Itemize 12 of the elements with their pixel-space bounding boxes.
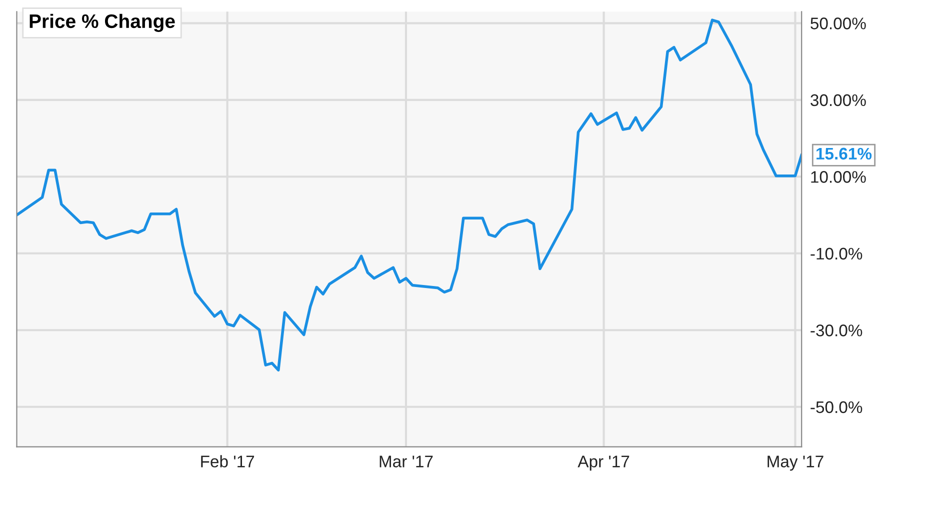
y-tick-label: -50.0%	[810, 401, 862, 414]
y-tick-label: -30.0%	[810, 324, 862, 336]
x-tick-label: Mar '17	[380, 456, 433, 468]
y-tick-label: 10.00%	[811, 171, 866, 183]
y-tick-label: 50.00%	[810, 18, 866, 30]
x-tick-label: Feb '17	[201, 455, 254, 468]
x-tick-label: May '17	[768, 456, 824, 471]
y-tick-label: 30.00%	[810, 94, 866, 106]
y-tick-label: -10.0%	[810, 248, 862, 260]
chart-title: Price % Change	[30, 14, 175, 32]
annotation: 15.61%	[816, 148, 872, 160]
x-tick-label: Apr '17	[578, 456, 630, 471]
